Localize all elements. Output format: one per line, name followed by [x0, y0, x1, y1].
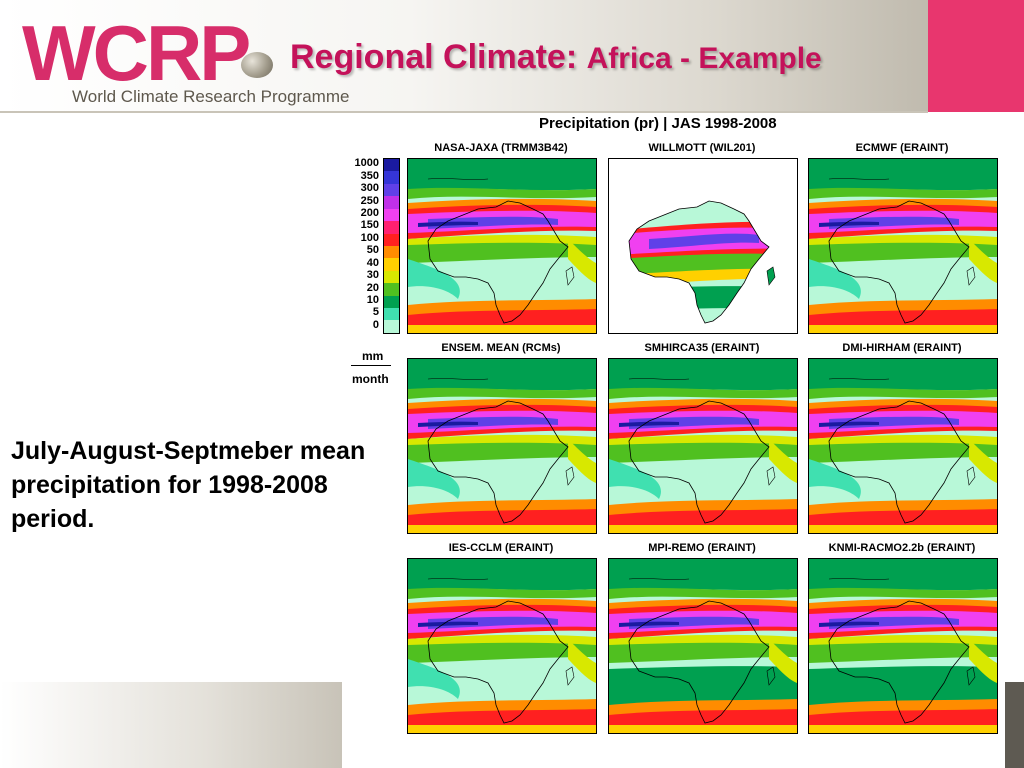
colorbar-tick-label: 150	[360, 219, 379, 232]
title-main: Regional Climate:	[290, 38, 578, 76]
precipitation-map	[809, 159, 997, 333]
colorbar-swatch	[384, 233, 399, 246]
colorbar-tick-label: 250	[360, 194, 379, 207]
colorbar-tick-label: 1000	[354, 157, 379, 170]
map-panel	[608, 158, 798, 334]
colorbar-swatch	[384, 308, 399, 321]
precipitation-map	[408, 159, 596, 333]
wcrp-logo: WCRP	[22, 9, 251, 97]
map-panel	[808, 558, 998, 734]
map-panel	[407, 558, 597, 734]
header-divider	[0, 111, 928, 113]
map-panel	[608, 358, 798, 534]
colorbar-swatch	[384, 221, 399, 234]
description-text: July-August-Septmeber mean precipitation…	[11, 437, 366, 533]
colorbar-swatch	[384, 196, 399, 209]
precipitation-map	[609, 559, 797, 733]
colorbar-swatch	[384, 208, 399, 222]
colorbar-tick-label: 5	[372, 306, 379, 319]
colorbar-swatch	[384, 171, 399, 184]
colorbar-tick-label: 100	[360, 231, 379, 244]
map-panel-title: IES-CCLM (ERAINT)	[448, 542, 554, 554]
colorbar-swatch	[384, 283, 399, 296]
map-panel	[608, 558, 798, 734]
units-numerator: mm	[362, 349, 384, 363]
precipitation-map	[408, 359, 596, 533]
colorbar-tick-label: 30	[366, 269, 379, 282]
header-accent-block	[928, 0, 1024, 112]
map-panel-title: MPI-REMO (ERAINT)	[648, 542, 756, 554]
colorbar-tick-label: 40	[366, 256, 379, 269]
title-sub: Africa - Example	[586, 42, 822, 75]
colorbar-tick-label: 200	[360, 206, 379, 219]
footer-bar	[0, 682, 342, 768]
colorbar-tick-label: 300	[360, 182, 379, 195]
units-denominator: month	[352, 372, 389, 386]
map-panel-title: ECMWF (ERAINT)	[855, 142, 949, 154]
colorbar-swatch	[384, 258, 399, 271]
colorbar-tick-label: 0	[372, 318, 379, 331]
colorbar-swatch	[384, 295, 399, 309]
map-panel-title: SMHIRCA35 (ERAINT)	[644, 342, 760, 354]
precipitation-map	[809, 559, 997, 733]
colorbar-tick-label: 350	[360, 169, 379, 182]
figure-title: Precipitation (pr) | JAS 1998-2008	[539, 115, 777, 132]
slide-title: Regional Climate: Africa - Example	[290, 38, 822, 77]
precipitation-map	[809, 359, 997, 533]
map-panel	[407, 358, 597, 534]
colorbar-swatch	[384, 159, 399, 172]
precipitation-map	[408, 559, 596, 733]
colorbar-tick-label: 10	[366, 293, 379, 306]
map-panel	[808, 158, 998, 334]
map-panel-title: WILLMOTT (WIL201)	[648, 142, 756, 154]
map-panel-title: DMI-HIRHAM (ERAINT)	[842, 342, 962, 354]
map-panel	[407, 158, 597, 334]
logo-subtitle: World Climate Research Programme	[72, 87, 350, 106]
globe-icon	[241, 52, 273, 78]
colorbar-tick-label: 20	[366, 281, 379, 294]
precipitation-map	[609, 359, 797, 533]
colorbar-tick-label: 50	[366, 244, 379, 257]
map-panel-title: KNMI-RACMO2.2b (ERAINT)	[828, 542, 976, 554]
map-panel	[808, 358, 998, 534]
colorbar-swatches	[383, 158, 400, 334]
precipitation-map	[609, 159, 797, 333]
units-divider	[351, 365, 391, 366]
map-panel-title: ENSEM. MEAN (RCMs)	[441, 342, 561, 354]
colorbar-swatch	[384, 183, 399, 197]
colorbar-swatch	[384, 270, 399, 284]
colorbar-swatch	[384, 245, 399, 259]
colorbar-swatch	[384, 320, 399, 333]
map-panel-title: NASA-JAXA (TRMM3B42)	[434, 142, 568, 154]
header-band	[0, 0, 1024, 112]
footer-corner	[1005, 682, 1024, 768]
